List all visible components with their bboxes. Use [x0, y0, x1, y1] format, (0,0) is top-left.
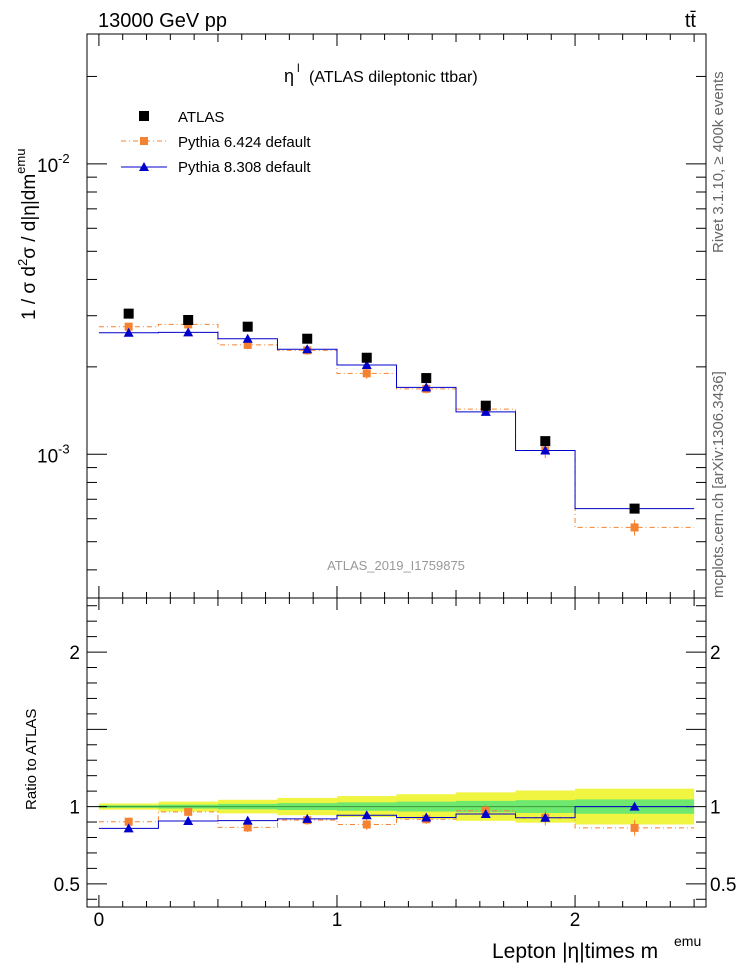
atlas-point	[302, 333, 313, 344]
title-text: (ATLAS dileptonic ttbar)	[309, 69, 478, 86]
pythia6-line	[98, 323, 695, 528]
pythia8-ratio-point	[480, 808, 491, 818]
pythia8-ratio-point	[242, 815, 253, 825]
pythia6-ratio-point	[362, 820, 371, 829]
pythia8-ratio-point	[302, 813, 313, 823]
atlas-point	[421, 373, 432, 384]
ratio-tick-label: 0.5	[54, 875, 80, 896]
pythia8-point	[302, 344, 313, 354]
pythia6-ratio-point	[124, 817, 133, 826]
atlas-point	[183, 314, 194, 325]
rivet-info-label: Rivet 3.1.10, ≥ 400k events	[710, 71, 727, 253]
axis-ticks	[87, 34, 706, 907]
ratio-tick-label-right: 2	[710, 643, 721, 664]
mcplots-info-label: mcplots.cern.ch [arXiv:1306.3436]	[710, 371, 727, 598]
atlas-point	[629, 503, 640, 514]
pythia6-ratio-point	[184, 807, 193, 816]
atlas-point	[480, 400, 491, 411]
pythia8-point	[421, 382, 432, 392]
pythia8-ratio-point	[421, 812, 432, 822]
legend-marker-atlas	[139, 111, 149, 121]
analysis-watermark: ATLAS_2019_I1759875	[327, 558, 465, 573]
pythia8-ratio-point	[629, 801, 640, 811]
pythia6-point	[630, 523, 639, 532]
x-axis-label-text: Lepton |η|times m	[492, 940, 658, 963]
ratio-tick-label: 2	[69, 643, 80, 664]
pythia6-ratio-point	[630, 823, 639, 832]
title-eta: η	[284, 66, 294, 86]
legend-marker-pythia6	[140, 137, 148, 145]
ratio-axis-label: Ratio to ATLAS	[23, 709, 40, 810]
x-axis-label: Lepton |η|times m emu	[492, 933, 701, 963]
ratio-tick-label-right: 0.5	[710, 875, 736, 896]
x-axis-label-sup: emu	[674, 933, 701, 949]
legend-marker-pythia8	[139, 162, 149, 171]
pythia8-ratio-point	[361, 810, 372, 820]
x-tick-label: 2	[570, 910, 581, 931]
x-tick-label: 1	[332, 910, 343, 931]
atlas-point	[361, 352, 372, 363]
process-label: tt̄	[685, 10, 697, 32]
atlas-point	[540, 436, 551, 447]
y-axis-label: 1 / σ d2σ / d|η|dmemu	[13, 149, 40, 320]
y-tick-label: 10	[37, 446, 58, 467]
y-axis-label-text: 1 / σ d2σ / d|η|dmemu	[13, 149, 40, 320]
y-tick-label-exponent: -2	[58, 151, 70, 166]
pythia8-ratio-point	[183, 815, 194, 825]
pythia8-ratio-point	[540, 812, 551, 822]
pythia6-point	[362, 369, 371, 378]
pythia8-point	[480, 406, 491, 416]
y-tick-label: 10	[37, 156, 58, 177]
y-tick-label-exponent: -3	[58, 441, 70, 456]
pythia8-point	[183, 327, 194, 337]
pythia8-point	[242, 333, 253, 343]
pythia6-ratio-point	[243, 823, 252, 832]
legend-label-atlas: ATLAS	[178, 109, 224, 126]
pythia6-point	[243, 340, 252, 349]
chart-title: η l (ATLAS dileptonic ttbar)	[284, 61, 478, 86]
pythia8-ratio-point	[123, 823, 134, 833]
title-eta-sup: l	[297, 61, 300, 75]
data-series	[98, 308, 695, 836]
pythia8-point	[540, 445, 551, 455]
ratio-tick-label: 1	[69, 798, 80, 819]
ratio-tick-label-right: 1	[710, 798, 721, 819]
pythia6-point	[124, 322, 133, 331]
pythia8-point	[123, 327, 134, 337]
ratio-panel-frame	[86, 597, 707, 908]
legend-label-pythia6: Pythia 6.424 default	[178, 134, 311, 151]
atlas-point	[242, 321, 253, 332]
pythia8-line	[98, 331, 695, 510]
legend: ATLAS Pythia 6.424 default Pythia 8.308 …	[121, 109, 311, 176]
legend-label-pythia8: Pythia 8.308 default	[178, 159, 311, 176]
pythia8-point	[361, 359, 372, 369]
atlas-point	[123, 308, 134, 319]
x-tick-label: 0	[94, 910, 105, 931]
axis-tick-labels: 0 1 210 -310 -20.5 0.51 12 2	[37, 151, 736, 931]
energy-label: 13000 GeV pp	[98, 10, 227, 32]
